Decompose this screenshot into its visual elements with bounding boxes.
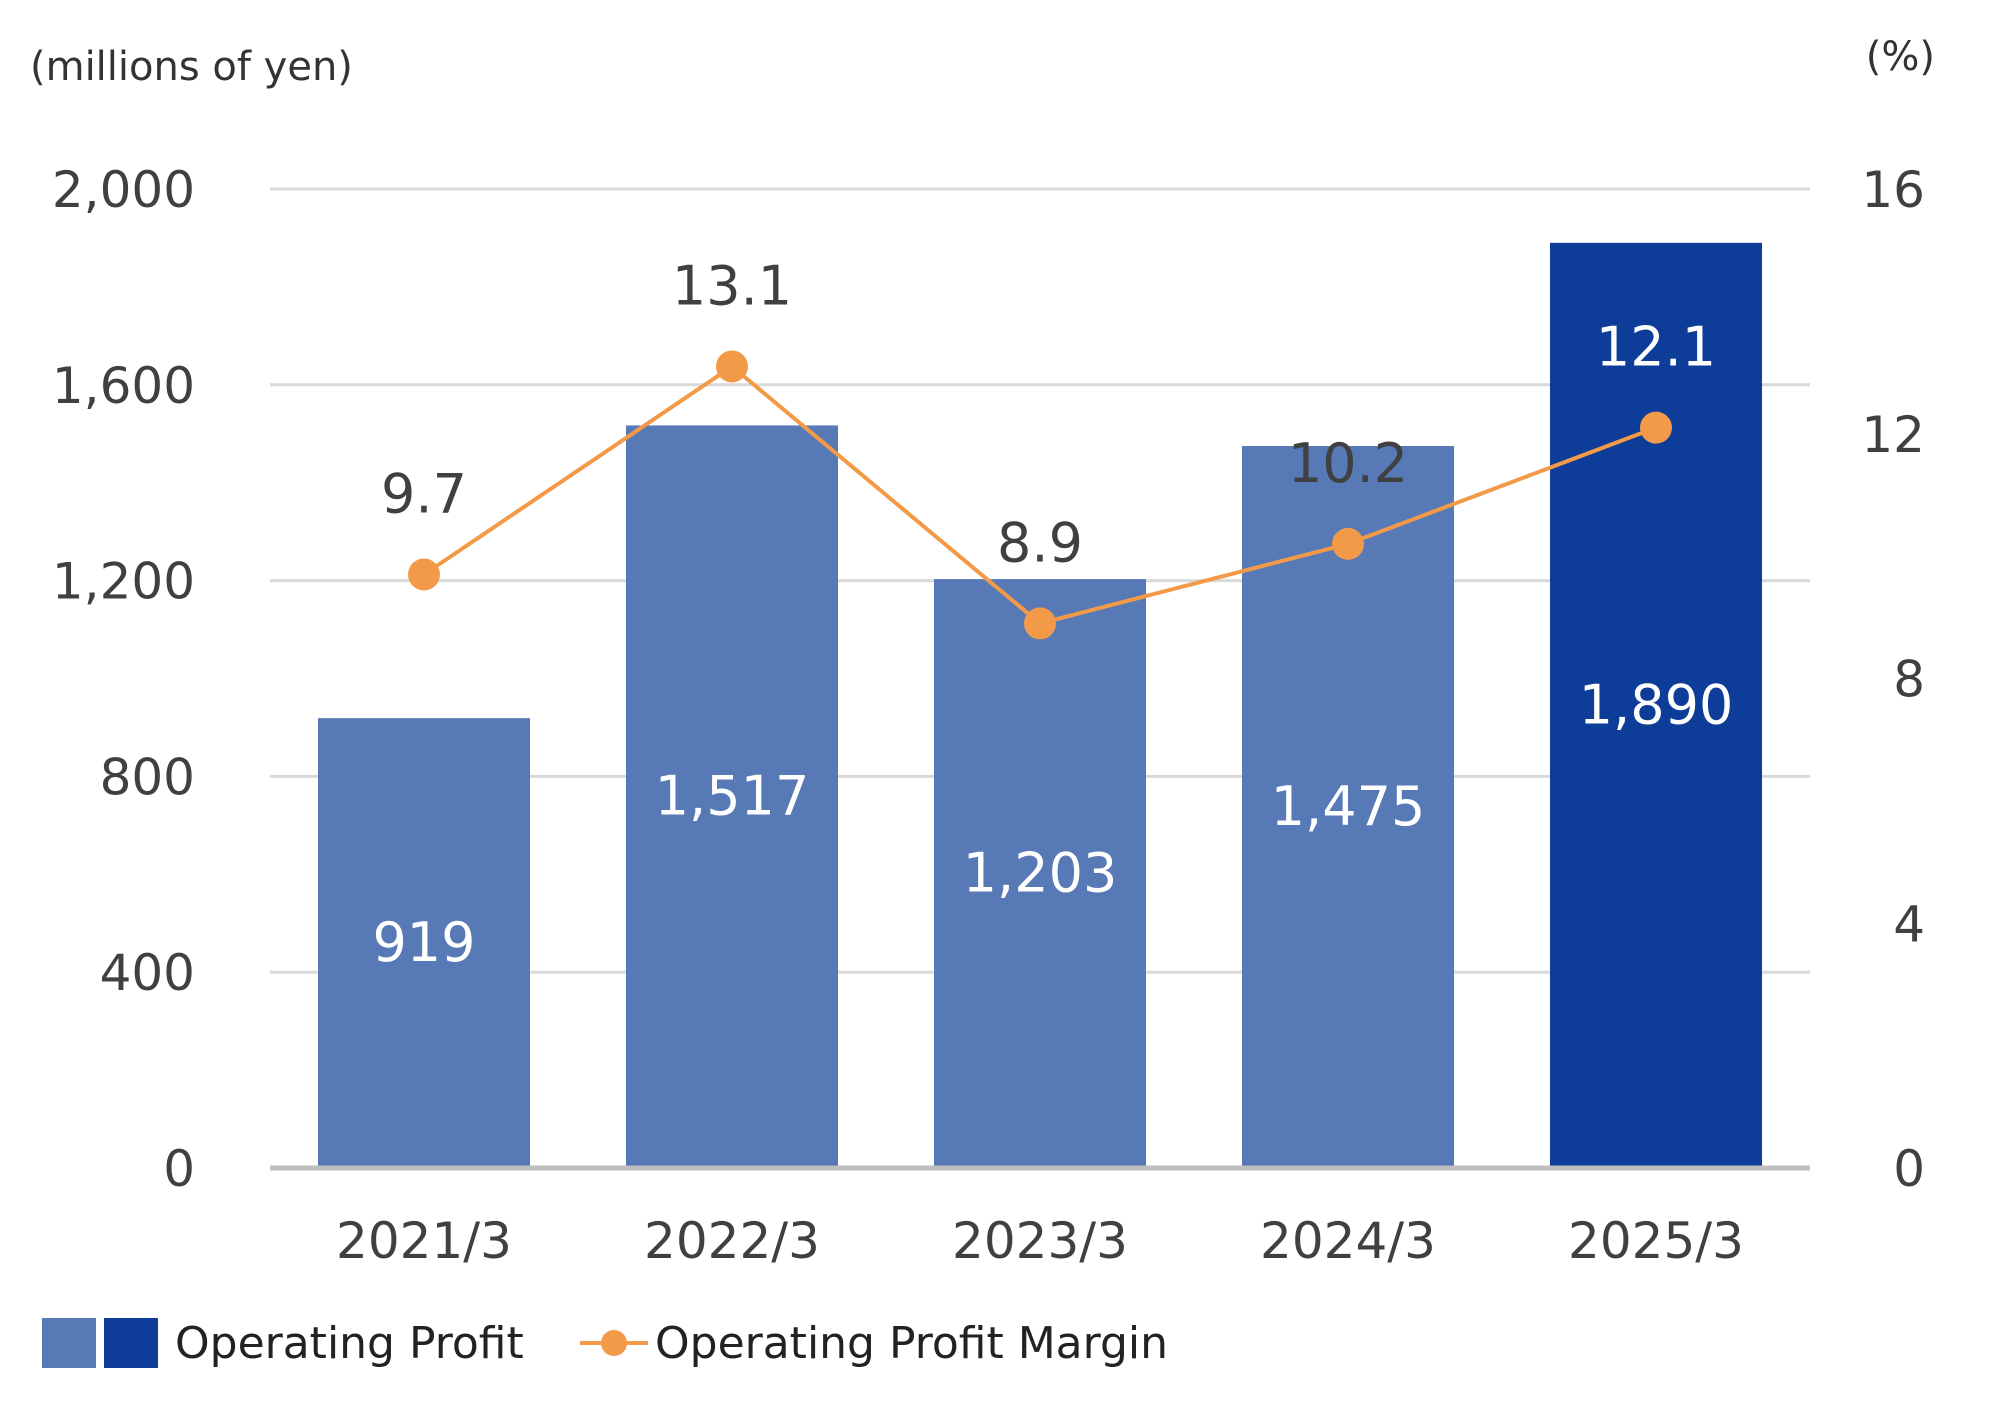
bar-value-label: 1,890 <box>1579 673 1734 736</box>
left-axis-tick: 1,600 <box>52 357 195 415</box>
bar-value-label: 1,517 <box>655 765 810 828</box>
right-axis-tick: 4 <box>1893 895 1925 953</box>
x-axis-ticks: 2021/3 2022/3 2023/3 2024/3 2025/3 <box>336 1212 1744 1270</box>
left-axis-tick: 800 <box>100 748 195 806</box>
margin-value-label: 13.1 <box>672 254 792 317</box>
right-axis-tick: 16 <box>1861 161 1925 219</box>
margin-point <box>716 350 748 383</box>
margin-value-label: 8.9 <box>997 511 1083 574</box>
line-series <box>408 350 1672 640</box>
margin-point <box>1024 607 1056 640</box>
bar-2022-3 <box>626 425 838 1169</box>
legend-bar-label: Operating Profit <box>175 1318 524 1369</box>
legend-line-marker <box>601 1330 627 1356</box>
bar-2024-3 <box>1242 445 1454 1168</box>
bar-value-label: 1,475 <box>1271 775 1426 838</box>
left-axis-tick: 1,200 <box>52 553 195 611</box>
legend-bar-highlight-swatch <box>104 1318 158 1368</box>
margin-value-label: 9.7 <box>381 462 467 525</box>
margin-point <box>1332 527 1364 560</box>
legend: Operating Profit Operating Profit Margin <box>42 1318 1168 1369</box>
left-axis-tick: 0 <box>163 1140 195 1198</box>
right-axis-ticks: 0 4 8 12 16 <box>1861 161 1925 1198</box>
bar-series <box>318 242 1762 1169</box>
left-axis-unit-label: (millions of yen) <box>30 44 353 90</box>
margin-value-label: 12.1 <box>1596 316 1716 379</box>
margin-point <box>1640 411 1672 444</box>
right-axis-tick: 0 <box>1893 1140 1925 1198</box>
x-axis-tick: 2023/3 <box>952 1212 1128 1270</box>
bar-2025-3 <box>1550 242 1762 1169</box>
x-axis-tick: 2021/3 <box>336 1212 512 1270</box>
x-axis-tick: 2024/3 <box>1260 1212 1436 1270</box>
bar-value-label: 1,203 <box>963 842 1118 905</box>
bar-2021-3 <box>318 718 530 1168</box>
legend-bar-swatch <box>42 1318 96 1368</box>
left-axis-ticks: 0 400 800 1,200 1,600 2,000 <box>52 161 195 1198</box>
margin-value-label: 10.2 <box>1288 432 1408 495</box>
left-axis-tick: 400 <box>100 944 195 1002</box>
bar-value-labels: 919 1,517 1,203 1,475 1,890 <box>372 673 1733 974</box>
left-axis-tick: 2,000 <box>52 161 195 219</box>
right-axis-unit-label: (%) <box>1866 34 1935 80</box>
bar-2023-3 <box>934 579 1146 1168</box>
bar-value-label: 919 <box>372 911 475 974</box>
legend-line-label: Operating Profit Margin <box>655 1318 1168 1369</box>
right-axis-tick: 12 <box>1861 406 1925 464</box>
x-axis-tick: 2022/3 <box>644 1212 820 1270</box>
margin-point <box>408 558 440 591</box>
x-axis-tick: 2025/3 <box>1568 1212 1744 1270</box>
line-value-labels: 9.7 13.1 8.9 10.2 12.1 <box>381 254 1716 574</box>
right-axis-tick: 8 <box>1893 651 1925 709</box>
